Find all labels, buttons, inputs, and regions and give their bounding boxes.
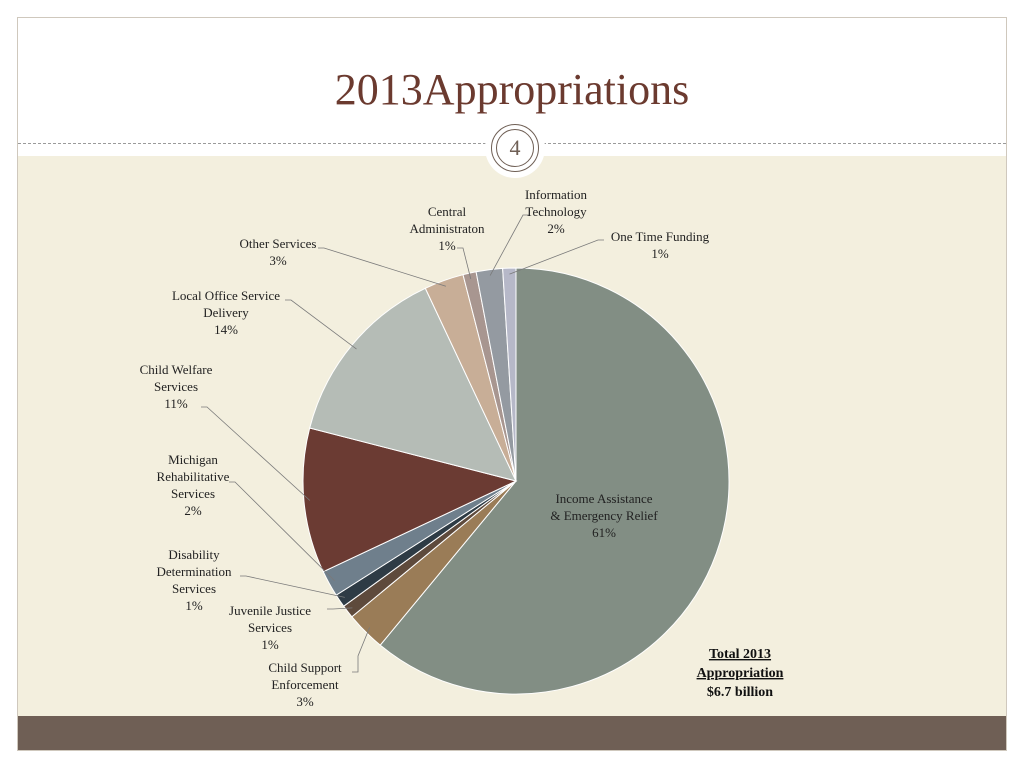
slide: 2013Appropriations 4 Income Assistance & … [17, 17, 1007, 751]
pie-slice-child-welfare-services [302, 427, 518, 573]
leader-lines [201, 214, 604, 673]
leader-line-juvenile-justice-services [327, 607, 353, 610]
slice-label-michigan-rehabilitative-services: Michigan Rehabilitative Services 2% [157, 452, 230, 518]
slice-labels: Income Assistance & Emergency Relief 61% Ch… [140, 187, 710, 709]
pie-chart: Income Assistance & Emergency Relief 61% Ch… [140, 187, 784, 709]
slice-label-income-assistance-emergency-relief: Income Assistance & Emergency Relief 61% [550, 491, 658, 540]
page-number-badge: 4 [491, 124, 539, 172]
pie-slice-income-assistance-emergency-relief [379, 267, 730, 695]
leader-line-one-time-funding [509, 239, 604, 275]
slice-label-central-administraton: Central Administraton 1% [409, 204, 485, 253]
footer-bar [18, 716, 1006, 750]
pie-slices [302, 267, 730, 695]
leader-line-michigan-rehabilitative-services [229, 481, 335, 581]
leader-line-information-technology [489, 214, 529, 276]
slice-label-one-time-funding: One Time Funding 1% [611, 229, 710, 261]
leader-line-child-support-enforcement [352, 627, 370, 673]
slice-label-information-technology: Information Technology 2% [525, 187, 588, 236]
total-annotation-line-3: $6.7 billion [707, 685, 773, 700]
slice-label-local-office-service-delivery: Local Office Service Delivery 14% [172, 288, 280, 337]
leader-line-local-office-service-delivery [285, 299, 357, 350]
leader-line-disability-determination-services [240, 575, 345, 598]
total-annotation: Total 2013 Appropriation $6.7 billion [697, 647, 784, 700]
slice-label-child-welfare-services: Child Welfare Services 11% [140, 362, 213, 411]
total-annotation-line-1: Total 2013 [709, 647, 771, 662]
slice-label-juvenile-justice-services: Juvenile Justice Services 1% [229, 603, 311, 652]
slice-label-disability-determination-services: Disability Determination Services 1% [156, 547, 232, 613]
page-title: 2013Appropriations [334, 65, 690, 114]
total-annotation-line-2: Appropriation [697, 666, 784, 681]
slice-label-other-services: Other Services 3% [240, 236, 317, 268]
leader-line-central-administraton [457, 247, 472, 280]
leader-line-child-welfare-services [201, 406, 311, 501]
page-number: 4 [496, 129, 534, 167]
pie-slice-one-time-funding [502, 267, 517, 482]
leader-line-other-services [318, 247, 447, 287]
slice-label-child-support-enforcement: Child Support Enforcement 3% [268, 660, 342, 709]
